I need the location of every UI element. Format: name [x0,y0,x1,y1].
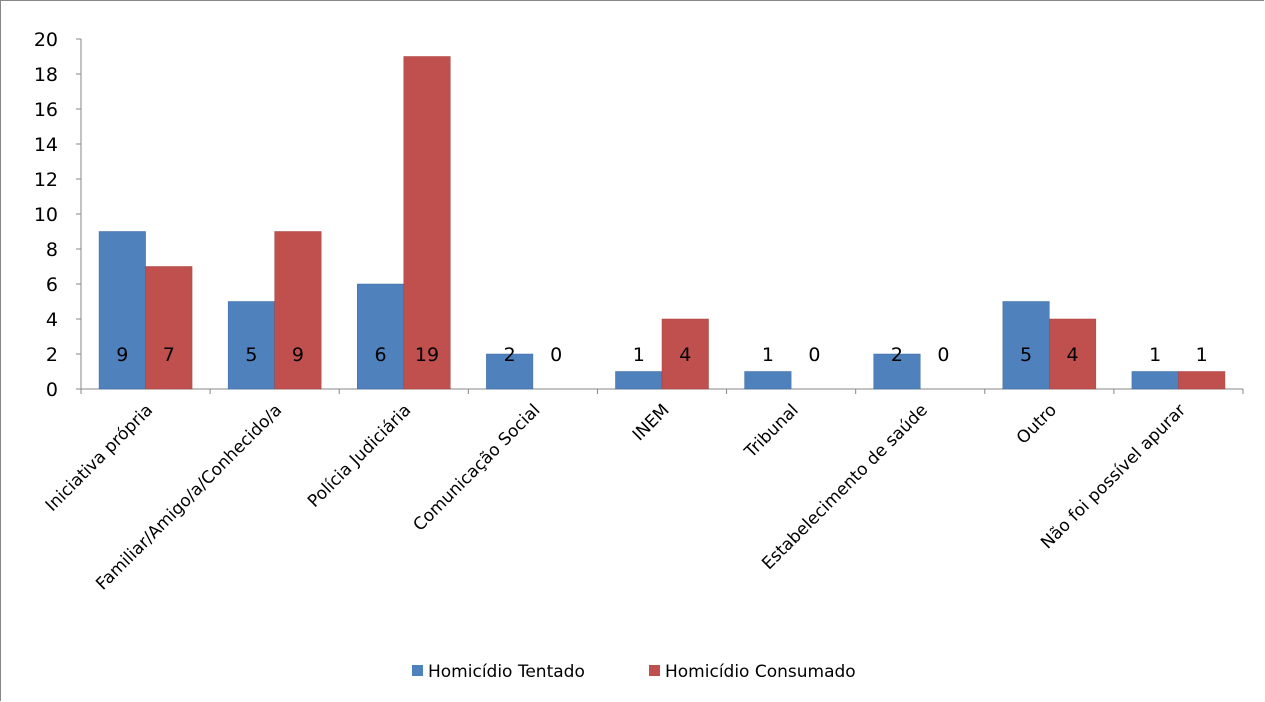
bar-tentado [1002,301,1050,390]
bar-consumado [145,266,193,390]
data-label: 4 [679,344,691,366]
y-tick-label: 2 [46,344,58,366]
data-label: 1 [1196,344,1208,366]
y-tick-label: 16 [34,99,58,121]
bar-consumado [274,231,322,390]
data-label: 9 [292,344,304,366]
data-label: 5 [1020,344,1032,366]
bar-tentado [1131,371,1179,390]
data-label: 0 [808,344,820,366]
bars-group [98,56,1226,390]
category-label: Iniciativa própria [42,400,157,515]
legend: Homicídio Tentado Homicídio Consumado [412,662,856,682]
bar-consumado [403,56,451,390]
category-label: Comunicação Social [409,400,544,535]
data-label: 1 [762,344,774,366]
data-labels-group: 9 7 5 9 6 19 2 0 1 4 1 0 2 0 5 4 1 1 [116,344,1207,366]
x-axis [80,388,1244,394]
data-label: 7 [163,344,175,366]
bar-tentado [744,371,792,390]
data-label: 4 [1067,344,1079,366]
y-tick-label: 14 [34,134,58,156]
legend-swatch [412,665,423,676]
bar-tentado [98,231,146,390]
data-label: 0 [550,344,562,366]
bar-consumado [1049,318,1097,390]
y-tick-label: 18 [34,64,58,86]
bar-consumado [1178,371,1226,390]
y-axis: 0 2 4 6 8 10 12 14 16 18 20 [34,29,82,401]
bar-consumado [661,318,709,390]
data-label: 2 [891,344,903,366]
category-labels-group: Iniciativa própriaFamiliar/Amigo/a/Conhe… [42,400,1190,594]
category-label: Não foi possível apurar [1037,400,1190,553]
bar-tentado [615,371,663,390]
data-label: 9 [116,344,128,366]
data-label: 0 [937,344,949,366]
y-tick-label: 8 [46,239,58,261]
data-label: 6 [374,344,386,366]
y-tick-label: 10 [34,204,58,226]
data-label: 1 [1149,344,1161,366]
bar-tentado [227,301,275,390]
bar-tentado [873,353,921,390]
legend-label: Homicídio Consumado [665,662,856,682]
bar-tentado [357,283,405,390]
data-label: 1 [633,344,645,366]
y-tick-label: 12 [34,169,58,191]
category-label: INEM [629,400,674,445]
data-label: 5 [245,344,257,366]
bar-tentado [486,353,534,390]
legend-swatch [649,665,660,676]
category-label: Outro [1013,400,1061,448]
data-label: 19 [415,344,439,366]
legend-label: Homicídio Tentado [428,662,585,682]
y-tick-label: 4 [46,309,58,331]
y-tick-label: 6 [46,274,58,296]
category-label: Polícia Judiciária [304,400,415,511]
y-tick-label: 0 [46,379,58,401]
y-tick-label: 20 [34,29,58,51]
data-label: 2 [504,344,516,366]
category-label: Tribunal [740,400,802,462]
